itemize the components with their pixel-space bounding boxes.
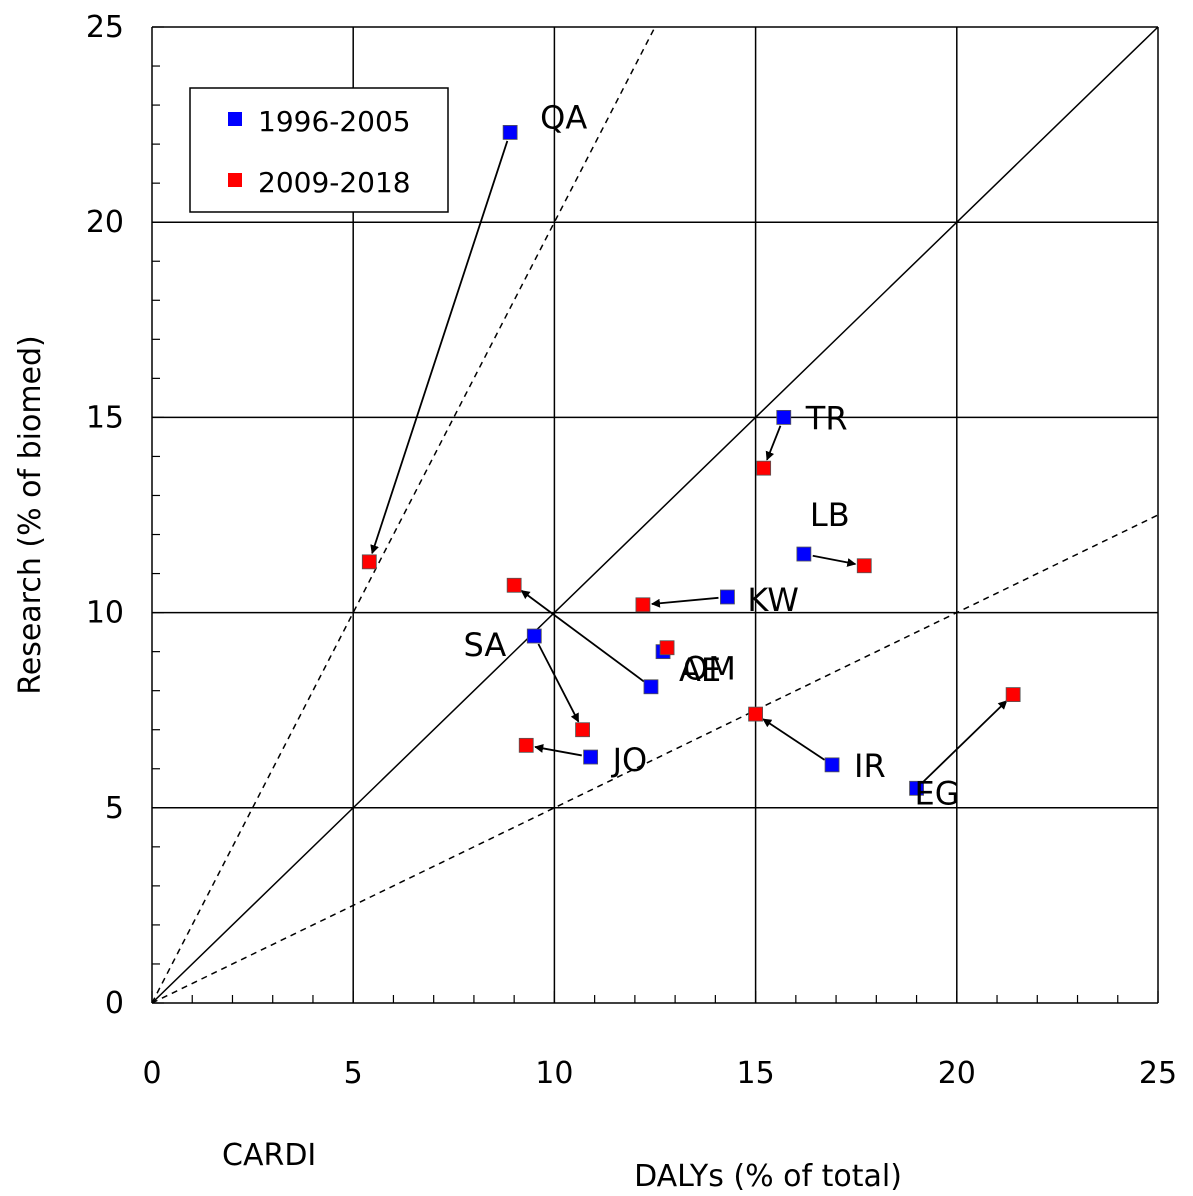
point-label-tr: TR	[805, 399, 848, 437]
y-tick-label-20: 20	[86, 205, 124, 240]
x-tick-label-10: 10	[535, 1056, 573, 1091]
point-2009-2018-lb	[856, 558, 872, 574]
point-label-sa: SA	[463, 626, 506, 664]
x-tick-label-0: 0	[142, 1056, 161, 1091]
grid	[152, 26, 1159, 1003]
point-label-qa: QA	[540, 98, 587, 136]
arrow-lb	[812, 554, 857, 567]
x-tick-label-5: 5	[344, 1056, 363, 1091]
legend-swatch-1996-2005	[228, 112, 242, 126]
point-labels: QA TR LB KW OM SA AE JO IR EG	[463, 98, 959, 812]
point-1996-2005-eg	[909, 780, 924, 796]
corner-label: CARDI	[222, 1138, 316, 1173]
point-2009-2018-sa	[575, 722, 590, 738]
point-2009-2018-ae	[506, 577, 522, 593]
arrow-jo	[534, 743, 582, 757]
movement-arrows	[370, 140, 1008, 783]
y-axis-title: Research (% of biomed)	[13, 335, 48, 695]
point-1996-2005-sa	[526, 628, 542, 644]
y-tick-label-15: 15	[86, 400, 124, 435]
point-2009-2018-eg	[1005, 687, 1021, 702]
point-2009-2018-qa	[361, 554, 377, 570]
reference-line-slope-0.5	[152, 514, 1158, 1003]
point-label-eg: EG	[915, 774, 960, 812]
point-1996-2005-ir	[824, 757, 840, 773]
reference-line-slope-2	[152, 27, 656, 1003]
arrow-tr	[765, 425, 782, 461]
point-2009-2018-jo	[518, 737, 534, 753]
x-tick-label-25: 25	[1139, 1056, 1177, 1091]
point-2009-2018-ir	[748, 706, 763, 722]
point-label-ae: AE	[679, 651, 721, 689]
x-tick-label-15: 15	[737, 1056, 775, 1091]
legend: 1996-2005 2009-2018	[189, 87, 449, 213]
arrow-qa	[370, 140, 509, 555]
point-label-kw: KW	[747, 581, 798, 619]
arrow-sa	[537, 643, 580, 723]
y-tick-label-25: 25	[86, 10, 124, 45]
point-2009-2018-kw	[635, 597, 651, 613]
x-axis-title: DALYs (% of total)	[634, 1159, 902, 1194]
reference-lines	[152, 27, 1158, 1003]
point-1996-2005-kw	[720, 589, 735, 605]
point-2009-2018-tr	[756, 460, 772, 476]
legend-box	[189, 87, 449, 213]
point-2009-2018-om	[659, 640, 675, 656]
point-1996-2005-jo	[583, 749, 599, 765]
point-label-ir: IR	[854, 747, 886, 785]
arrow-eg	[922, 700, 1008, 783]
point-1996-2005-lb	[796, 546, 812, 562]
legend-label-2009-2018: 2009-2018	[258, 166, 411, 199]
y-tick-label-10: 10	[86, 596, 124, 631]
reference-line-slope-1	[152, 27, 1158, 1003]
data-points	[361, 125, 1021, 796]
y-tick-label-0: 0	[105, 986, 124, 1021]
arrow-ir	[762, 718, 826, 761]
arrow-ae	[520, 589, 645, 683]
point-1996-2005-tr	[776, 409, 792, 425]
point-label-lb: LB	[810, 496, 850, 534]
axes: 0 5 10 15 20 25 0 5 10 15 20 25	[86, 10, 1177, 1091]
point-label-om: OM	[683, 650, 736, 688]
point-1996-2005-ae	[643, 679, 659, 695]
point-1996-2005-qa	[502, 125, 518, 140]
point-label-jo: JO	[611, 741, 648, 779]
arrow-kw	[650, 596, 719, 608]
legend-label-1996-2005: 1996-2005	[258, 105, 411, 138]
x-tick-label-20: 20	[938, 1056, 976, 1091]
y-tick-label-5: 5	[105, 791, 124, 826]
legend-swatch-2009-2018	[228, 173, 242, 187]
